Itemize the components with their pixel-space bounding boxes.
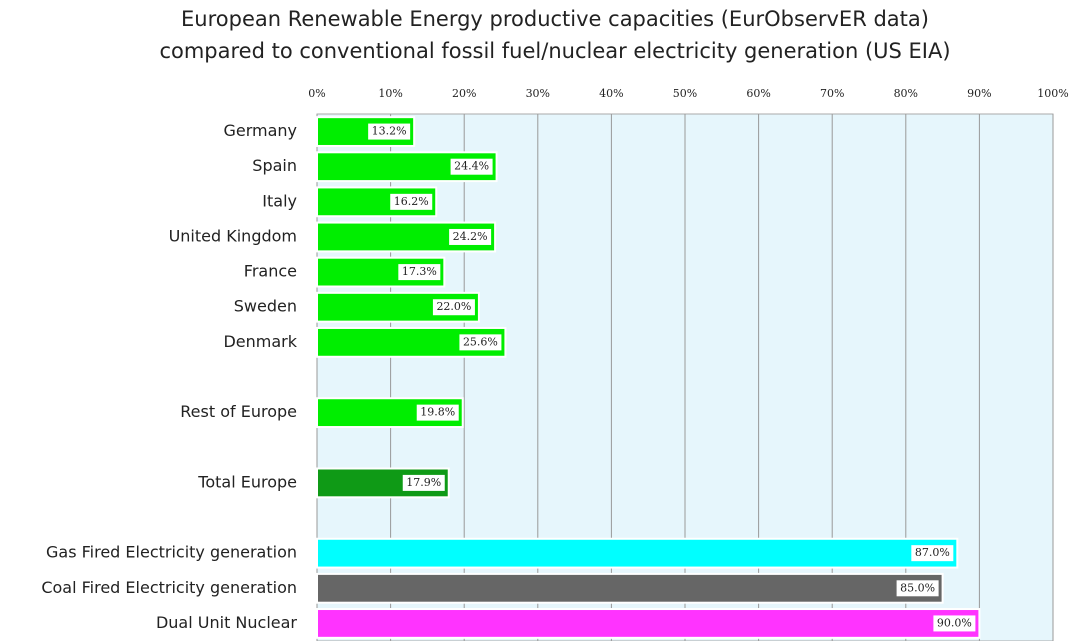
value-label-box [933,615,976,632]
value-label: 25.6% [463,335,498,348]
value-label: 85.0% [900,581,935,594]
value-label: 19.8% [420,406,455,419]
x-tick-label: 20% [452,87,476,100]
y-tick-label: Spain [252,156,297,175]
y-tick-label: Total Europe [197,472,297,491]
y-tick-label: Denmark [223,332,297,351]
value-label-box [911,545,954,562]
value-label: 24.2% [453,230,488,243]
y-tick-label: Sweden [234,297,297,316]
value-label: 17.9% [406,476,441,489]
value-label: 16.2% [394,195,429,208]
y-tick-label: United Kingdom [169,226,297,245]
y-tick-label: Dual Unit Nuclear [156,613,297,632]
y-tick-label: Italy [262,191,297,210]
value-label-box [402,474,445,491]
x-tick-label: 10% [378,87,402,100]
x-tick-label: 70% [820,87,844,100]
bar [316,572,944,604]
value-label: 24.4% [454,160,489,173]
value-label-box [432,299,475,316]
x-tick-label: 100% [1037,87,1068,100]
value-label-box [896,580,939,597]
x-tick-label: 50% [673,87,697,100]
y-tick-label: Rest of Europe [180,402,297,421]
x-tick-label: 90% [967,87,991,100]
value-label-box [450,158,493,175]
y-tick-label: France [244,262,297,281]
x-tick-label: 0% [308,87,325,100]
x-tick-label: 60% [746,87,770,100]
value-label-box [459,334,502,351]
y-tick-label: Coal Fired Electricity generation [41,578,297,597]
x-tick-label: 80% [894,87,918,100]
value-label-box [449,228,492,245]
x-tick-label: 30% [526,87,550,100]
value-label: 13.2% [372,125,407,138]
value-label: 17.3% [402,265,437,278]
value-label: 22.0% [436,300,471,313]
x-tick-label: 40% [599,87,623,100]
value-label-box [398,264,441,281]
value-label: 90.0% [937,616,972,629]
bar [316,608,981,639]
chart-title: European Renewable Energy productive cap… [181,7,929,31]
value-label: 87.0% [915,546,950,559]
bar [316,256,446,288]
chart-title: compared to conventional fossil fuel/nuc… [159,39,950,63]
value-label-box [390,193,433,210]
value-label-box [416,404,459,421]
y-tick-label: Germany [223,121,297,140]
y-tick-label: Gas Fired Electricity generation [46,543,297,562]
bar [316,537,959,569]
value-label-box [368,123,411,140]
